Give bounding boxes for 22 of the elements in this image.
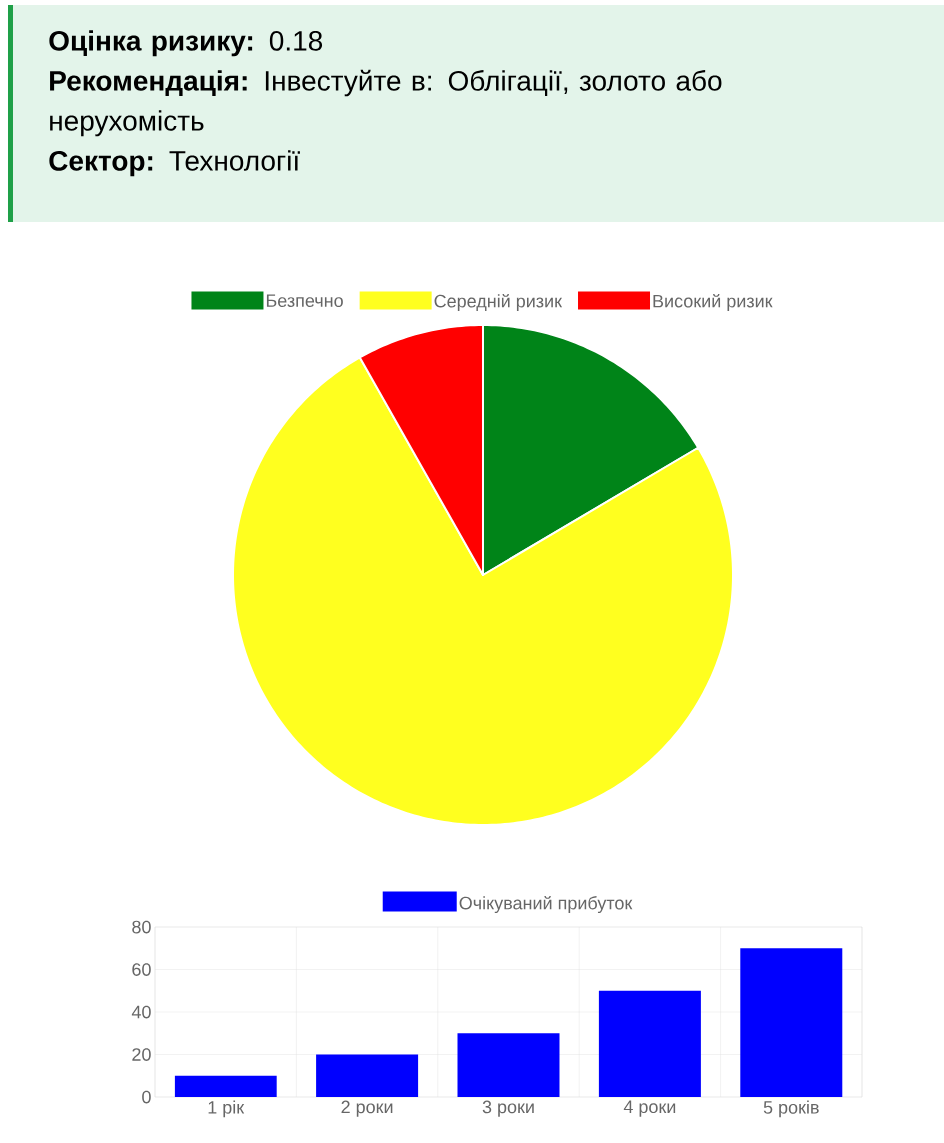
y-tick-label: 0 (142, 1090, 151, 1104)
x-tick-label: 1 рік (208, 1100, 245, 1118)
bar (740, 948, 843, 1098)
y-tick-label: 20 (132, 1048, 151, 1061)
x-tick-label: 2 роки (341, 1100, 393, 1117)
legend-label: Очікуваний прибуток (459, 895, 633, 914)
bar (457, 1033, 560, 1098)
y-tick-label: 40 (131, 1005, 151, 1019)
legend-label: Високий ризик (653, 293, 773, 312)
y-tick-label: 80 (132, 920, 151, 934)
bar (316, 1054, 419, 1098)
legend-label: Середній ризик (434, 293, 563, 312)
text: Сектор: Технології (49, 150, 300, 177)
x-tick-label: 4 роки (623, 1100, 676, 1117)
y-tick-label: 60 (132, 963, 151, 976)
bar (598, 990, 701, 1098)
legend-label: Безпечно (266, 294, 343, 307)
text: Рекомендація: Інвестуйте в: Облігації, золото або нерухомість (50, 69, 722, 137)
text: Оцінка ризику: 0.18 (49, 30, 323, 57)
bar (174, 1075, 277, 1098)
x-tick-label: 5 років (763, 1100, 819, 1118)
x-tick-label: 3 роки (482, 1100, 534, 1117)
